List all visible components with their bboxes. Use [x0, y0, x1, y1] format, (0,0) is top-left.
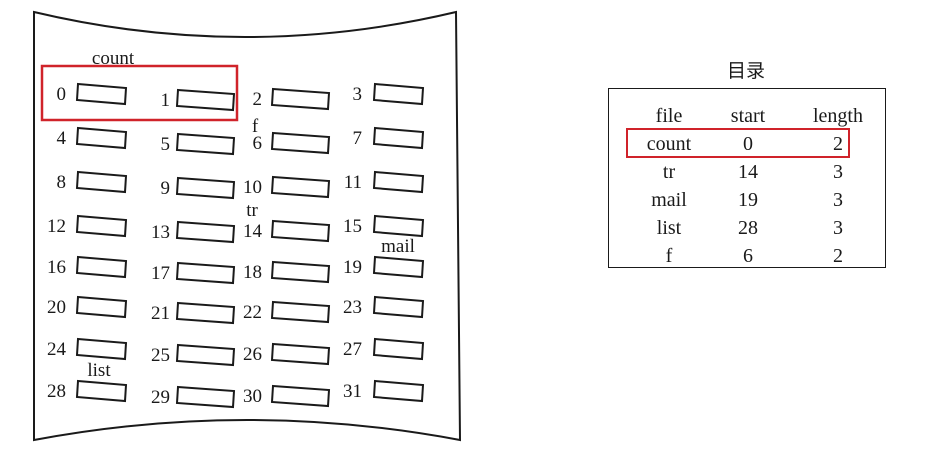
disk-block-12 — [75, 214, 128, 238]
file-label-count: count — [92, 48, 135, 69]
directory-cell-r2-c0: mail — [651, 189, 687, 211]
directory-cell-r2-c2: 3 — [833, 189, 843, 211]
disk-block-27 — [372, 337, 425, 361]
block-number-8: 8 — [57, 172, 67, 193]
directory-cell-r4-c0: f — [665, 245, 673, 267]
directory-cell-r0-c0: count — [646, 133, 692, 155]
disk-block-10 — [270, 175, 331, 199]
disk-block-21 — [175, 301, 236, 325]
directory-cell-r1-c0: tr — [662, 161, 676, 183]
block-number-10: 10 — [243, 177, 262, 198]
block-number-31: 31 — [343, 381, 362, 402]
block-number-1: 1 — [161, 90, 171, 111]
directory-cell-r0-c2: 2 — [833, 133, 843, 155]
block-number-5: 5 — [161, 134, 171, 155]
file-label-f: f — [252, 116, 259, 137]
disk-block-14 — [270, 219, 331, 243]
disk-block-13 — [175, 220, 236, 244]
disk-block-19 — [372, 255, 425, 279]
block-number-7: 7 — [353, 128, 363, 149]
disk-block-2 — [270, 87, 331, 111]
file-label-list: list — [87, 360, 111, 381]
directory-header-file: file — [655, 105, 683, 127]
block-number-12: 12 — [47, 216, 66, 237]
disk-block-0 — [75, 82, 128, 106]
disk-block-16 — [75, 255, 128, 279]
file-labels: count f tr mail list — [87, 48, 415, 381]
directory-cell-r3-c2: 3 — [833, 217, 843, 239]
count-blocks-highlight — [40, 64, 239, 122]
file-label-mail: mail — [381, 236, 415, 257]
disk-block-30 — [270, 384, 331, 408]
block-number-13: 13 — [151, 222, 170, 243]
file-label-tr: tr — [246, 200, 258, 221]
disk-block-1 — [175, 88, 236, 112]
block-number-6: 6 — [253, 133, 263, 154]
disk-block-29 — [175, 385, 236, 409]
block-number-0: 0 — [57, 84, 67, 105]
disk-outline — [33, 10, 462, 442]
directory-cell-r4-c1: 6 — [743, 245, 753, 267]
disk-block-17 — [175, 261, 236, 285]
block-number-3: 3 — [353, 84, 363, 105]
disk-block-5 — [175, 132, 236, 156]
block-number-28: 28 — [47, 381, 66, 402]
directory-cell-r3-c1: 28 — [738, 217, 758, 239]
disk-block-4 — [75, 126, 128, 150]
directory-table — [608, 88, 886, 268]
block-number-14: 14 — [243, 221, 263, 242]
directory-cell-r1-c1: 14 — [738, 161, 758, 183]
disk-block-24 — [75, 337, 128, 361]
disk-block-6 — [270, 131, 331, 155]
disk-block-3 — [372, 82, 425, 106]
block-number-11: 11 — [344, 172, 362, 193]
count-row-highlight — [626, 128, 850, 158]
block-number-22: 22 — [243, 302, 262, 323]
directory-header-length: length — [813, 105, 863, 127]
block-number-9: 9 — [161, 178, 171, 199]
directory-cell-r0-c1: 0 — [743, 133, 753, 155]
disk-block-8 — [75, 170, 128, 194]
block-number-18: 18 — [243, 262, 262, 283]
block-number-21: 21 — [151, 303, 170, 324]
disk-block-18 — [270, 260, 331, 284]
disk-block-25 — [175, 343, 236, 367]
block-number-23: 23 — [343, 297, 362, 318]
block-number-27: 27 — [343, 339, 362, 360]
block-number-20: 20 — [47, 297, 66, 318]
block-number-4: 4 — [57, 128, 67, 149]
block-number-26: 26 — [243, 344, 262, 365]
directory-cell-r2-c1: 19 — [738, 189, 758, 211]
disk-block-20 — [75, 295, 128, 319]
disk-block-26 — [270, 342, 331, 366]
block-number-19: 19 — [343, 257, 362, 278]
block-number-15: 15 — [343, 216, 362, 237]
disk-block-11 — [372, 170, 425, 194]
block-number-17: 17 — [151, 263, 170, 284]
directory-cell-r3-c0: list — [656, 217, 682, 239]
block-number-24: 24 — [47, 339, 67, 360]
disk-block-7 — [372, 126, 425, 150]
directory-cell-r4-c2: 2 — [833, 245, 843, 267]
directory-cell-r1-c2: 3 — [833, 161, 843, 183]
block-number-29: 29 — [151, 387, 170, 408]
block-number-16: 16 — [47, 257, 66, 278]
directory-header-start: start — [730, 105, 766, 127]
disk-block-31 — [372, 379, 425, 403]
disk-block-23 — [372, 295, 425, 319]
disk-block-28 — [75, 379, 128, 403]
disk-block-22 — [270, 300, 331, 324]
block-number-30: 30 — [243, 386, 262, 407]
block-number-2: 2 — [253, 89, 263, 110]
directory-title: 目录 — [726, 60, 765, 82]
block-number-25: 25 — [151, 345, 170, 366]
disk-block-9 — [175, 176, 236, 200]
disk-block-15 — [372, 214, 425, 238]
